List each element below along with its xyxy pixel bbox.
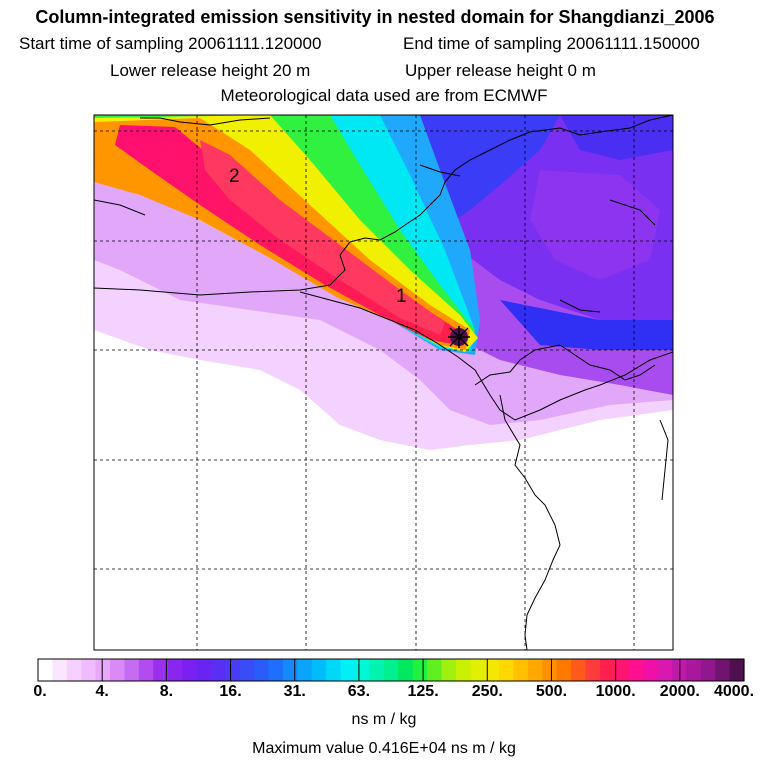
colorbar-swatch: [282, 659, 298, 681]
sensitivity-field: [94, 115, 673, 650]
colorbar-swatch: [182, 659, 198, 681]
colorbar-swatch: [657, 659, 673, 681]
colorbar-swatch: [427, 659, 443, 681]
upper-release-label: Upper release height 0 m: [405, 61, 596, 80]
colorbar-tick-label: 1000.: [595, 683, 636, 700]
colorbar-tick-label: 16.: [219, 683, 242, 700]
colorbar-swatch: [225, 659, 241, 681]
colorbar-swatch: [556, 659, 572, 681]
colorbar-swatch: [167, 659, 183, 681]
colorbar-swatch: [614, 659, 630, 681]
colorbar-swatch: [513, 659, 529, 681]
colorbar-swatch: [729, 659, 745, 681]
met-data-label: Meteorological data used are from ECMWF: [220, 86, 548, 105]
colorbar-swatch: [326, 659, 342, 681]
colorbar-swatch: [643, 659, 659, 681]
colorbar-swatch: [196, 659, 212, 681]
colorbar-swatch: [66, 659, 82, 681]
colorbar-tick-label: 63.: [347, 683, 371, 700]
colorbar-tick-label: 8.: [159, 683, 174, 700]
colorbar-swatch: [412, 659, 428, 681]
colorbar-swatch: [455, 659, 471, 681]
coastlines: [94, 115, 673, 650]
field-purple-east: [530, 170, 660, 280]
colorbar-swatch: [81, 659, 97, 681]
colorbar-swatch: [311, 659, 327, 681]
colorbar-swatch: [686, 659, 702, 681]
colorbar-swatch: [715, 659, 731, 681]
colorbar-tick-label: 2000.: [659, 683, 700, 700]
colorbar-swatch: [110, 659, 126, 681]
plume-core: [200, 140, 445, 335]
colorbar-swatch: [153, 659, 169, 681]
max-value-label: Maximum value 0.416E+04 ns m / kg: [252, 740, 516, 757]
colorbar-swatch: [124, 659, 140, 681]
release-site-marker: [448, 326, 470, 348]
field-blue-east: [560, 115, 673, 160]
colorbar-tick-label: 125.: [407, 683, 439, 700]
colorbar: [37, 658, 745, 682]
field-deep-blue: [500, 300, 673, 350]
colorbar-swatch: [499, 659, 515, 681]
colorbar-tick-label: 0.: [33, 683, 47, 700]
colorbar-swatch: [571, 659, 587, 681]
colorbar-swatch: [95, 659, 111, 681]
colorbar-swatch: [254, 659, 270, 681]
contour-label: 1: [396, 286, 407, 307]
colorbar-swatch: [441, 659, 457, 681]
colorbar-swatch: [297, 659, 313, 681]
colorbar-swatch: [38, 659, 54, 681]
colorbar-swatch: [398, 659, 414, 681]
colorbar-swatch: [700, 659, 716, 681]
start-time-label: Start time of sampling 20061111.120000: [19, 34, 322, 53]
colorbar-swatch: [210, 659, 226, 681]
colorbar-frame: [37, 658, 745, 682]
colorbar-swatch: [542, 659, 558, 681]
colorbar-swatch: [354, 659, 370, 681]
grid: [94, 115, 673, 650]
contour-label: 2: [229, 166, 240, 187]
lower-release-label: Lower release height 20 m: [110, 61, 311, 80]
colorbar-swatch: [369, 659, 385, 681]
colorbar-swatch: [340, 659, 356, 681]
colorbar-swatch: [599, 659, 615, 681]
chart-title: Column-integrated emission sensitivity i…: [35, 7, 715, 27]
colorbar-tick-label: 500.: [535, 683, 568, 700]
colorbar-swatch: [527, 659, 543, 681]
colorbar-tick-label: 250.: [471, 683, 503, 700]
colorbar-tick-label: 4000.: [713, 683, 755, 700]
colorbar-swatch: [585, 659, 601, 681]
colorbar-tick-label: 4.: [95, 683, 109, 700]
colorbar-tick-label: 31.: [283, 683, 306, 700]
colorbar-unit: ns m / kg: [351, 711, 417, 728]
colorbar-swatch: [268, 659, 284, 681]
colorbar-swatch: [52, 659, 68, 681]
colorbar-swatch: [628, 659, 644, 681]
end-time-label: End time of sampling 20061111.150000: [403, 34, 700, 53]
colorbar-swatch: [138, 659, 154, 681]
colorbar-swatch: [484, 659, 500, 681]
colorbar-swatch: [239, 659, 255, 681]
map-frame: [93, 114, 674, 651]
colorbar-swatch: [383, 659, 399, 681]
colorbar-swatch: [470, 659, 486, 681]
